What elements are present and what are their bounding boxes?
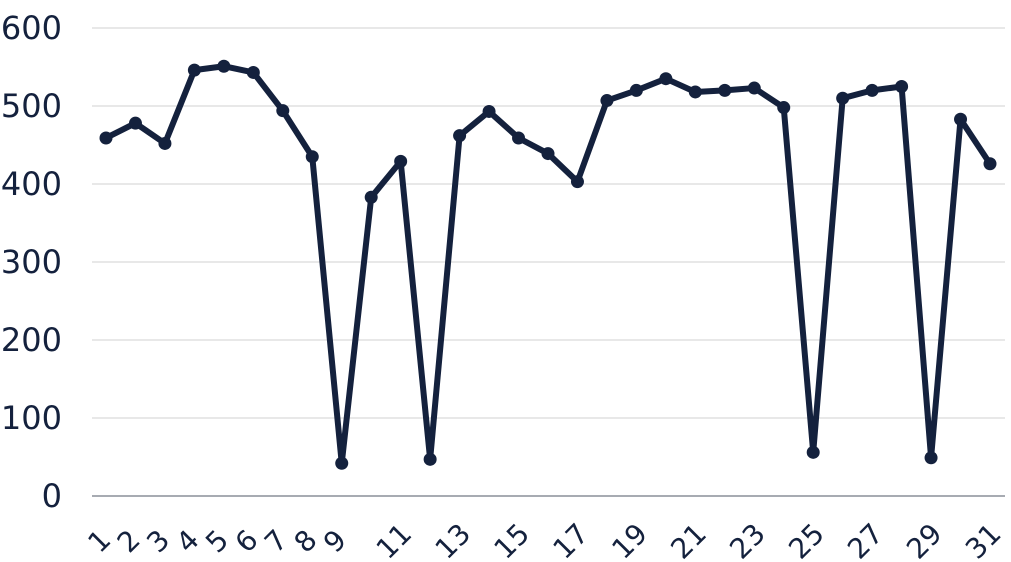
- data-point-6: [246, 65, 260, 79]
- x-tick-label-21: 21: [664, 517, 713, 562]
- data-point-15: [512, 131, 526, 145]
- data-point-23: [747, 81, 761, 95]
- x-tick-label-29: 29: [900, 517, 949, 562]
- data-point-19: [629, 83, 643, 97]
- y-tick-label-300: 300: [1, 243, 62, 281]
- y-tick-label-200: 200: [1, 321, 62, 359]
- data-point-11: [394, 154, 408, 168]
- data-point-28: [895, 80, 909, 93]
- data-point-31: [983, 157, 997, 171]
- x-tick-label-9: 9: [317, 523, 353, 559]
- data-point-4: [187, 63, 201, 77]
- x-tick-label-19: 19: [605, 517, 654, 562]
- data-point-3: [158, 136, 172, 150]
- x-tick-label-1: 1: [81, 523, 117, 559]
- data-point-14: [482, 104, 496, 118]
- data-point-30: [954, 112, 968, 126]
- x-tick-label-4: 4: [170, 523, 206, 559]
- x-tick-label-3: 3: [140, 523, 176, 559]
- y-tick-label-100: 100: [1, 399, 62, 437]
- y-axis-tick-labels: 0 100 200 300 400 500 600: [1, 9, 62, 515]
- series-line-0: [103, 63, 993, 467]
- data-point-24: [777, 101, 791, 115]
- data-point-13: [453, 129, 467, 143]
- data-point-21: [688, 85, 702, 99]
- y-tick-label-600: 600: [1, 9, 62, 47]
- x-tick-label-8: 8: [288, 523, 324, 559]
- data-point-16: [541, 147, 555, 161]
- data-point-27: [865, 83, 879, 97]
- y-tick-label-500: 500: [1, 87, 62, 125]
- data-point-29: [924, 451, 938, 465]
- x-tick-label-11: 11: [370, 517, 419, 562]
- data-point-5: [217, 59, 231, 73]
- x-tick-label-25: 25: [782, 517, 831, 562]
- data-point-2: [128, 116, 142, 130]
- data-point-25: [806, 445, 820, 459]
- y-tick-label-0: 0: [42, 477, 62, 515]
- data-point-22: [718, 83, 732, 97]
- data-point-20: [659, 72, 673, 86]
- x-tick-label-5: 5: [199, 523, 235, 559]
- x-tick-label-15: 15: [488, 517, 537, 562]
- data-point-10: [364, 190, 378, 204]
- gridlines: [92, 27, 1005, 497]
- data-point-7: [276, 104, 290, 118]
- x-tick-label-7: 7: [258, 523, 294, 559]
- x-tick-label-6: 6: [229, 523, 265, 559]
- data-point-1: [99, 131, 113, 145]
- x-tick-label-31: 31: [959, 517, 1008, 562]
- x-tick-label-27: 27: [841, 517, 890, 562]
- x-tick-label-2: 2: [111, 523, 147, 559]
- data-point-18: [600, 94, 614, 108]
- data-point-17: [570, 175, 584, 189]
- data-point-26: [836, 91, 850, 105]
- data-point-8: [305, 150, 319, 164]
- x-tick-label-13: 13: [429, 517, 478, 562]
- x-tick-label-17: 17: [546, 517, 595, 562]
- x-tick-label-23: 23: [723, 517, 772, 562]
- series-group: [99, 59, 997, 470]
- y-tick-label-400: 400: [1, 165, 62, 203]
- data-point-12: [423, 452, 437, 466]
- data-point-9: [335, 456, 349, 470]
